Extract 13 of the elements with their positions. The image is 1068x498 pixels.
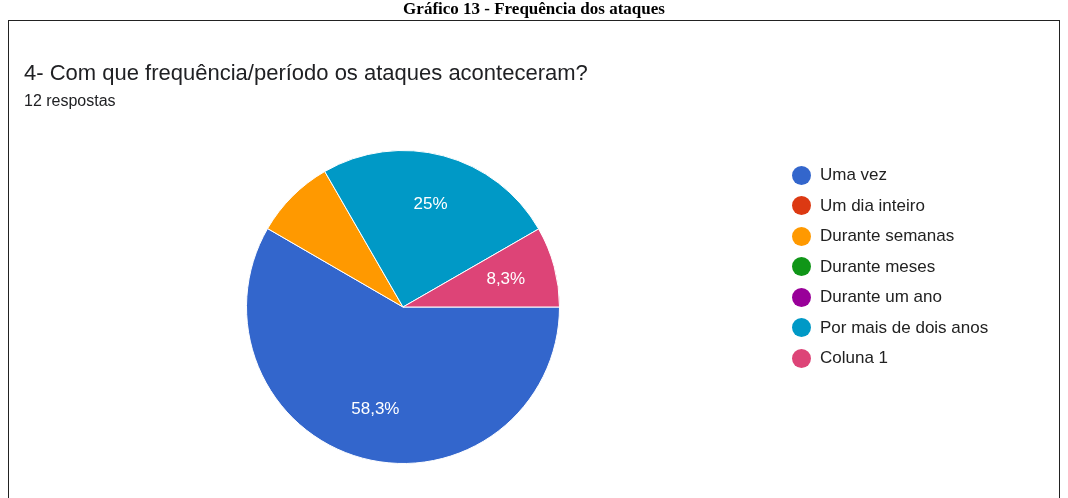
data-label: 58,3% bbox=[351, 399, 400, 419]
text: 12 respostas bbox=[24, 92, 116, 110]
chart-title: 4- Com que frequência/período os ataques aconteceram? bbox=[24, 60, 588, 86]
legend-label: Durante semanas bbox=[820, 226, 955, 247]
legend-label: Durante meses bbox=[820, 256, 936, 277]
text: Gráfico 13 - Frequência dos ataques bbox=[402, 0, 666, 18]
data-label: 8,3% bbox=[486, 269, 526, 289]
legend-label: Uma vez bbox=[820, 165, 888, 186]
legend-label: Um dia inteiro bbox=[820, 195, 925, 216]
data-label: 25% bbox=[413, 193, 448, 213]
legend-label: Por mais de dois anos bbox=[820, 317, 989, 338]
legend-label: Coluna 1 bbox=[820, 348, 889, 369]
legend-label: Durante um ano bbox=[820, 287, 942, 308]
